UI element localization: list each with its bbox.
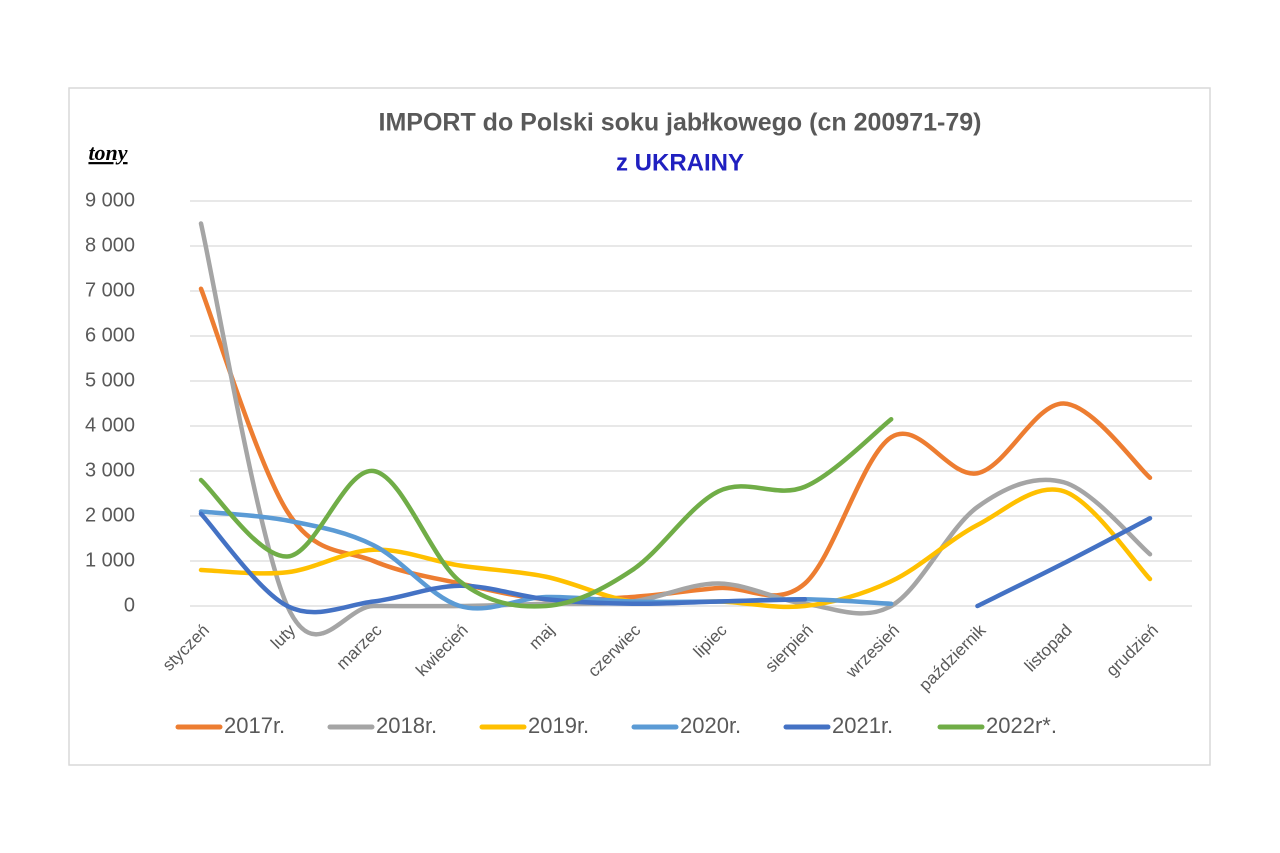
y-tick-label: 6 000 [85,324,135,346]
legend-label: 2021r. [832,713,893,738]
y-tick-label: 0 [124,594,135,616]
legend-label: 2017r. [224,713,285,738]
y-axis-label: tony [88,140,127,165]
legend-label: 2020r. [680,713,741,738]
legend-label: 2022r*. [986,713,1057,738]
y-tick-label: 5 000 [85,369,135,391]
y-tick-label: 8 000 [85,234,135,256]
y-tick-label: 2 000 [85,504,135,526]
legend-label: 2018r. [376,713,437,738]
series-line [198,286,1153,603]
y-tick-label: 7 000 [85,279,135,301]
legend-label: 2019r. [528,713,589,738]
series-line [198,511,808,615]
chart-subtitle: z UKRAINY [616,149,744,176]
y-tick-label: 4 000 [85,414,135,436]
y-tick-label: 1 000 [85,549,135,571]
y-tick-label: 9 000 [85,189,135,211]
series-line [975,516,1153,609]
y-tick-label: 3 000 [85,459,135,481]
series-line [198,417,894,609]
chart-title: IMPORT do Polski soku jabłkowego (cn 200… [379,109,982,137]
